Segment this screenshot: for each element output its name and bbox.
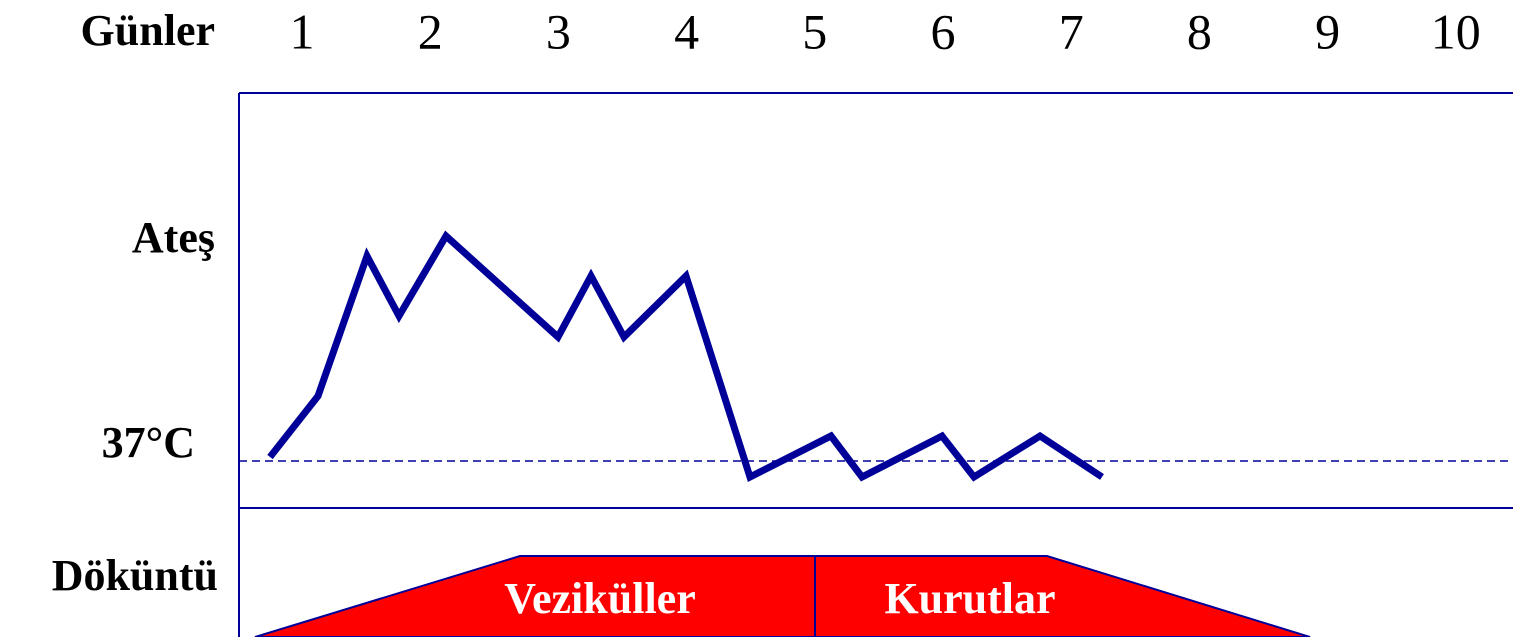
day-label: 7: [1059, 3, 1084, 59]
day-label: 6: [931, 3, 956, 59]
day-label: 9: [1315, 3, 1340, 59]
fever-label: Ateş: [132, 213, 215, 262]
baseline-label: 37°C: [102, 418, 195, 467]
day-label: 4: [674, 3, 699, 59]
phase-label: Veziküller: [504, 574, 695, 623]
rash-band: [254, 555, 1311, 637]
day-labels: 1 2 3 4 5 6 7 8 9 10: [290, 3, 1481, 59]
day-label: 3: [546, 3, 571, 59]
fever-curve: [267, 230, 1104, 482]
day-label: 1: [290, 3, 315, 59]
day-label: 5: [802, 3, 827, 59]
day-label: 2: [418, 3, 443, 59]
phase-label: Kurutlar: [884, 574, 1055, 623]
day-label: 8: [1187, 3, 1212, 59]
days-label: Günler: [81, 6, 215, 55]
rash-label: Döküntü: [52, 551, 218, 600]
day-label: 10: [1431, 3, 1481, 59]
